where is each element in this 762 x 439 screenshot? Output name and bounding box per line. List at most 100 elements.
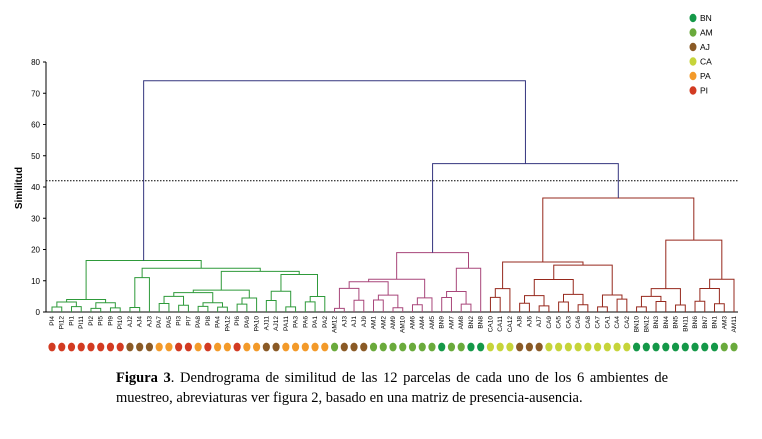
leaf-dot [535, 342, 543, 352]
leaf-label: CA6 [575, 316, 582, 329]
dendrogram-link [519, 302, 530, 312]
leaf-label: AM3 [721, 316, 728, 330]
leaf-label: CA11 [497, 316, 504, 332]
leaf-label: PA5 [166, 316, 173, 328]
dendrogram-link-root [143, 80, 526, 261]
dendrogram-link [601, 294, 623, 307]
leaf-label: AM11 [731, 316, 738, 333]
leaf-dot [642, 342, 650, 352]
leaf-label: AM1 [371, 316, 378, 330]
dendrogram-link [714, 303, 725, 312]
leaf-dot [77, 342, 85, 352]
leaf-dot [564, 342, 572, 352]
y-tick-label: 30 [31, 214, 40, 223]
legend-label: PI [700, 86, 708, 96]
leaf-dot [603, 342, 611, 352]
leaf-dot [584, 342, 592, 352]
leaf-dot [438, 342, 446, 352]
leaf-dot [408, 342, 417, 352]
leaf-label: AJ1 [351, 316, 358, 328]
leaf-dot [67, 342, 76, 352]
leaf-label: BN6 [692, 316, 699, 329]
leaf-dot [106, 342, 115, 352]
leaf-dot [574, 342, 582, 352]
leaf-label: PI4 [49, 316, 56, 326]
dendrogram-link [280, 274, 318, 297]
leaf-dot [701, 342, 709, 352]
dendrogram-link [494, 288, 511, 312]
leaf-label: PA6 [302, 316, 309, 328]
leaf-label: AJ11 [263, 316, 270, 331]
leaf-label: BN2 [468, 316, 475, 329]
leaf-dot [632, 342, 641, 352]
leaf-color-dots [48, 342, 738, 352]
leaf-dot [379, 342, 387, 352]
leaf-label: BN12 [643, 316, 650, 333]
leaf-dot [165, 342, 173, 352]
leaf-label: PI12 [59, 316, 66, 330]
leaf-dot [340, 342, 348, 352]
dendrogram-link [197, 305, 209, 312]
leaf-label: CA8 [585, 316, 592, 329]
leaf-label: CA5 [556, 316, 563, 329]
leaf-dot [97, 342, 105, 352]
leaf-dot [301, 342, 309, 352]
dendrogram-link [217, 306, 228, 312]
dendrogram-link [178, 304, 189, 312]
leaf-dot [175, 342, 183, 352]
leaf-dot [516, 342, 524, 352]
dendrogram-link [270, 290, 292, 307]
dendrogram-link [309, 296, 326, 312]
legend: BN AM AJ CA PA PI [689, 13, 713, 96]
leaf-dot [214, 342, 222, 352]
dendrogram-link [396, 252, 470, 280]
dendrogram-link [109, 307, 121, 312]
leaf-label: PA11 [283, 316, 290, 331]
dendrogram-tree [51, 80, 735, 312]
leaf-label: PI10 [117, 316, 124, 330]
leaf-label: AM7 [448, 316, 455, 330]
dendrogram-link-main [432, 163, 619, 253]
leaf-dot [467, 342, 475, 352]
leaf-dot [623, 342, 631, 352]
leaf-label: BN7 [702, 316, 709, 329]
leaf-dot [652, 342, 660, 352]
leaf-dot [272, 342, 280, 352]
leaf-label: AM8 [458, 316, 465, 330]
dendrogram-link [616, 298, 628, 312]
leaf-dot [291, 342, 300, 352]
legend-swatch [689, 57, 697, 66]
leaf-dot [594, 342, 602, 352]
leaf-label: BN9 [439, 316, 446, 329]
legend-label: CA [700, 57, 712, 67]
leaf-dot [136, 342, 144, 352]
leaf-dot [418, 342, 426, 352]
dendrogram-link [265, 299, 277, 312]
leaf-label: CA7 [595, 316, 602, 329]
leaf-label: CA10 [487, 316, 494, 333]
leaf-label: PI1 [68, 316, 75, 326]
leaf-label: PA8 [195, 316, 202, 328]
dendrogram-link [90, 307, 102, 312]
leaf-label: PA9 [244, 316, 251, 328]
leaf-dot [720, 342, 728, 352]
legend-label: AJ [700, 42, 710, 52]
leaf-label: BN5 [673, 316, 680, 329]
leaf-dot [710, 342, 719, 352]
legend-label: PA [700, 71, 711, 81]
leaf-label: AJ9 [361, 316, 368, 328]
y-tick-label: 70 [31, 89, 40, 98]
leaf-dot [477, 342, 485, 352]
dendrogram-link [694, 300, 706, 312]
leaf-label: BN8 [478, 316, 485, 329]
dendrogram-link [542, 197, 695, 262]
leaf-dot [428, 342, 436, 352]
dendrogram-link [236, 303, 248, 312]
dendrogram-link [636, 306, 647, 312]
leaf-label: AJ7 [536, 316, 543, 328]
leaf-label: PA7 [156, 316, 163, 328]
leaf-dot [194, 342, 202, 352]
leaf-dot [369, 342, 378, 352]
leaf-dot [545, 342, 553, 352]
y-tick-label: 40 [31, 183, 40, 192]
